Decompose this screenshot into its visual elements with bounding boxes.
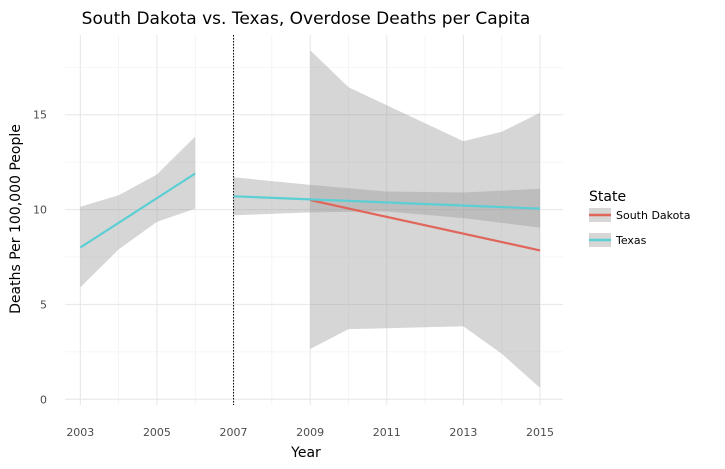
legend: State South Dakota Texas	[589, 189, 690, 247]
x-tick-label: 2005	[143, 426, 171, 439]
y-tick-label: 0	[40, 393, 47, 406]
x-axis-title: Year	[290, 445, 321, 461]
y-tick-label: 10	[33, 204, 47, 217]
x-tick-label: 2013	[449, 426, 477, 439]
x-tick-label: 2007	[220, 426, 248, 439]
y-axis-title: Deaths Per 100,000 People	[8, 124, 24, 314]
series-line	[233, 195, 541, 210]
legend-entry: South Dakota	[589, 208, 690, 222]
x-tick-label: 2011	[373, 426, 401, 439]
y-tick-label: 5	[40, 298, 47, 311]
x-axis-ticks: 2003 2005 2007 2009 2011 2013 2015	[66, 426, 554, 439]
trend-lines	[79, 172, 541, 252]
legend-label: Texas	[615, 234, 647, 247]
series-line	[309, 199, 541, 252]
confidence-band	[80, 136, 196, 288]
x-tick-label: 2009	[296, 426, 324, 439]
confidence-band	[310, 50, 540, 388]
legend-label: South Dakota	[616, 209, 690, 222]
series-line	[79, 172, 196, 249]
y-tick-label: 15	[33, 109, 47, 122]
grid	[65, 35, 563, 405]
chart-title: South Dakota vs. Texas, Overdose Deaths …	[82, 9, 531, 29]
legend-entry: Texas	[589, 233, 647, 247]
x-tick-label: 2003	[66, 426, 94, 439]
x-tick-label: 2015	[526, 426, 554, 439]
legend-title: State	[589, 189, 626, 205]
y-axis-ticks: 0 5 10 15	[33, 109, 47, 407]
